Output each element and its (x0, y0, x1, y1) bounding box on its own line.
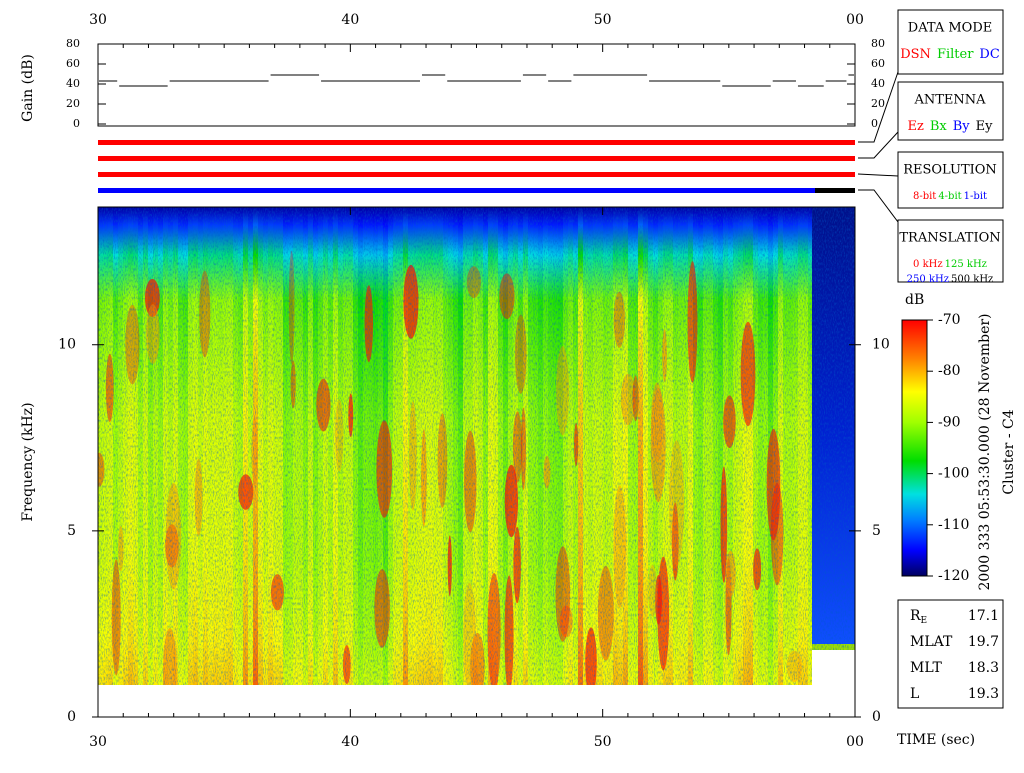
x-tick-label: 00 (846, 12, 864, 28)
orbit-label-text: L (910, 686, 919, 702)
colorbar-tick-label: -110 (938, 517, 969, 533)
legend-row: 0 kHz 125 kHz (913, 259, 987, 270)
y-tick-label: 5 (67, 523, 76, 539)
y-tick-label: 0 (67, 709, 76, 725)
spectrogram (98, 207, 855, 717)
resolution-bar (98, 172, 855, 177)
orbit-label: MLT (910, 660, 942, 676)
y-tick-label: 20 (66, 97, 80, 110)
legend-title: TRANSLATION (899, 231, 1000, 246)
connector (858, 131, 899, 159)
y-tick-label: 5 (872, 523, 881, 539)
x-tick-label: 30 (89, 12, 107, 28)
orbit-label-text: MLAT (910, 634, 953, 650)
y-tick-label: 40 (871, 77, 885, 90)
legend-item: 1-bit (964, 191, 987, 202)
legend-item: 500 kHz (951, 274, 993, 285)
y-tick-label: 40 (66, 77, 80, 90)
spectrogram-blank (812, 650, 855, 717)
legend-box (897, 151, 1004, 209)
orbit-label: L (910, 686, 919, 702)
x-axis-label: TIME (sec) (897, 732, 975, 748)
y-tick-label: 10 (872, 337, 890, 353)
data-mode-bar (98, 140, 855, 145)
translation-bar (98, 188, 815, 193)
connector (858, 71, 899, 143)
spectrogram-grain (98, 207, 855, 685)
legend-item: DSN (900, 47, 931, 62)
x-tick-label: 40 (341, 734, 359, 750)
connector (857, 173, 899, 177)
y-axis-label: Gain (dB) (20, 54, 36, 122)
orbit-value: 17.1 (968, 608, 999, 624)
colorbar-tick-label: -80 (938, 363, 961, 379)
colorbar (901, 319, 928, 577)
gain-frame (97, 43, 856, 127)
colorbar-tick-label: -90 (938, 414, 961, 430)
y-tick-label: 0 (872, 709, 881, 725)
orbit-value: 19.3 (968, 686, 999, 702)
y-tick-label: 80 (66, 37, 80, 50)
legend-item: DC (979, 47, 999, 62)
legend-item: 0 kHz (913, 259, 943, 270)
y-tick-label: 80 (871, 37, 885, 50)
legend-item: Bx (930, 119, 948, 134)
legend-item: 4-bit (938, 191, 961, 202)
y-tick-label: 0 (871, 117, 878, 130)
orbit-label: RE (910, 608, 927, 626)
legend-title: ANTENNA (913, 93, 986, 108)
colorbar-label: dB (905, 292, 924, 308)
x-tick-label: 50 (594, 12, 612, 28)
y-tick-label: 60 (871, 57, 885, 70)
x-tick-label: 00 (846, 734, 864, 750)
annotation: Cluster - C4 (1001, 409, 1017, 494)
colorbar-tick-label: -70 (938, 312, 961, 328)
legend-item: By (953, 119, 971, 134)
spectrogram-blank (98, 685, 812, 717)
legend-title: DATA MODE (908, 21, 992, 36)
annotation: 2000 333 05:53:30.000 (28 November) (977, 313, 993, 590)
x-tick-label: 50 (594, 734, 612, 750)
antenna-bar (98, 156, 855, 161)
y-tick-label: 0 (73, 117, 80, 130)
orbit-label-text: MLT (910, 660, 942, 676)
orbit-label-sub: E (921, 616, 928, 626)
legend-title: RESOLUTION (903, 163, 997, 178)
legend-box (897, 81, 1004, 141)
translation-bar (815, 188, 855, 193)
x-tick-label: 30 (89, 734, 107, 750)
legend-item: Ez (908, 119, 924, 134)
legend-box (897, 219, 1004, 283)
legend-row: 250 kHz 500 kHz (907, 274, 994, 285)
colorbar-tick-label: -120 (938, 568, 969, 584)
legend-row: DSN Filter DC (900, 47, 1000, 62)
legend-item: 8-bit (913, 191, 936, 202)
y-tick-label: 20 (871, 97, 885, 110)
legend-item: 125 kHz (945, 259, 987, 270)
y-tick-label: 60 (66, 57, 80, 70)
connector (858, 189, 899, 223)
colorbar-tick-label: -100 (938, 466, 969, 482)
orbit-box (897, 599, 1004, 709)
orbit-label: MLAT (910, 634, 953, 650)
orbit-value: 19.7 (968, 634, 999, 650)
orbit-value: 18.3 (968, 660, 999, 676)
orbit-label-text: R (910, 608, 921, 624)
y-axis-label: Frequency (kHz) (20, 402, 36, 521)
legend-item: 250 kHz (907, 274, 949, 285)
y-tick-label: 10 (58, 337, 76, 353)
legend-row: Ez Bx By Ey (908, 119, 994, 134)
x-tick-label: 40 (341, 12, 359, 28)
legend-box (897, 9, 1004, 75)
legend-item: Filter (937, 47, 974, 62)
legend-item: Ey (976, 119, 993, 134)
legend-row: 8-bit 4-bit 1-bit (913, 191, 987, 202)
